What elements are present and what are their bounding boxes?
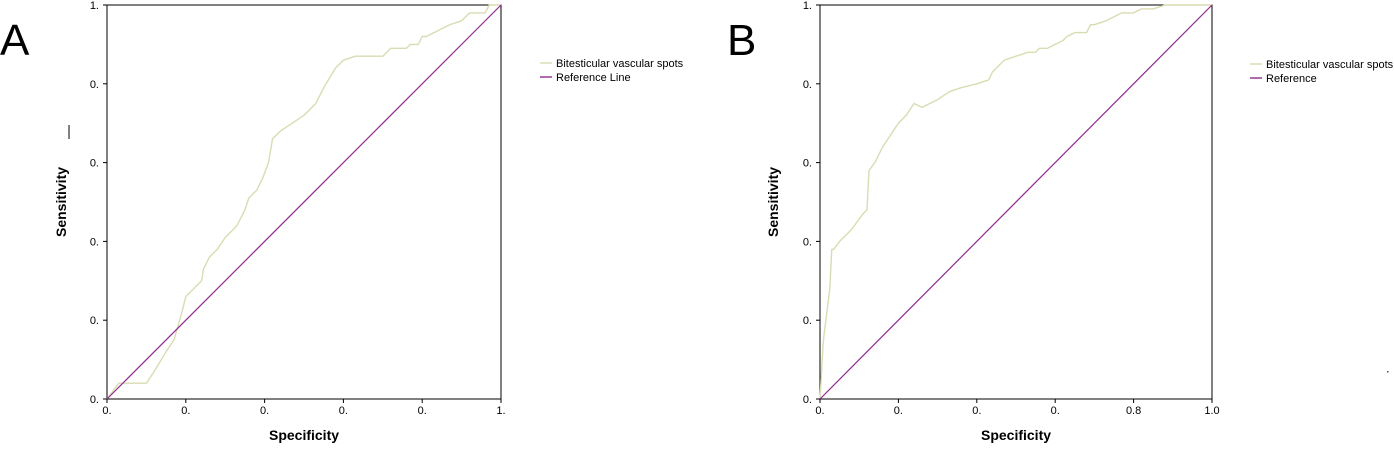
x-tick-label: 0.: [894, 405, 903, 417]
x-tick-label: 0.: [102, 405, 111, 417]
y-tick-label: 0.: [803, 236, 812, 248]
legend-label: Reference Line: [556, 72, 631, 84]
y-tick-label: 1.: [803, 0, 812, 12]
panel-letter: A: [0, 16, 30, 65]
panel-b: B0.0.0.0.0.0.0.0.0.80.1.01.SpecificitySe…: [727, 0, 1394, 443]
legend-label: Reference: [1266, 73, 1317, 85]
x-tick-label: 0.: [339, 405, 348, 417]
stray-dot: [1387, 371, 1389, 373]
y-axis-title: Sensitivity: [765, 167, 781, 237]
x-axis-title: Specificity: [269, 427, 339, 443]
x-tick-label: 0.: [260, 405, 269, 417]
y-tick-label: 0.: [90, 158, 99, 170]
x-tick-label: 0.: [418, 405, 427, 417]
y-tick-label: 0.: [803, 79, 812, 91]
legend-label: Bitesticular vascular spots: [1266, 59, 1394, 71]
y-tick-label: 0.: [90, 236, 99, 248]
y-tick-label: 0.: [803, 158, 812, 170]
x-tick-label: 0.8: [1126, 405, 1141, 417]
y-tick-label: 0.: [803, 394, 812, 406]
x-tick-label: 0.: [181, 405, 190, 417]
y-tick-label: 1.: [90, 0, 99, 12]
y-axis-title: Sensitivity: [53, 167, 69, 237]
y-tick-label: 0.: [90, 79, 99, 91]
x-tick-label: 0.: [1051, 405, 1060, 417]
panel-a: A0.0.0.0.0.0.0.0.0.0.1.1.SpecificitySens…: [0, 0, 684, 443]
x-tick-label: 1.: [496, 405, 505, 417]
y-tick-label: 0.: [803, 315, 812, 327]
y-tick-label: 0.: [90, 394, 99, 406]
plot-frame: [106, 4, 502, 400]
roc-curve-line: [819, 4, 1212, 400]
x-tick-label: 1.0: [1204, 405, 1219, 417]
y-tick-label: 0.: [90, 315, 99, 327]
x-axis-title: Specificity: [981, 427, 1051, 443]
roc-curve-line: [106, 4, 501, 400]
plot-frame: [819, 4, 1213, 400]
reference-line: [819, 4, 1213, 400]
legend-label: Bitesticular vascular spots: [556, 58, 684, 70]
panel-letter: B: [727, 16, 756, 65]
reference-line: [106, 4, 502, 400]
x-tick-label: 0.: [972, 405, 981, 417]
x-tick-label: 0.: [815, 405, 824, 417]
